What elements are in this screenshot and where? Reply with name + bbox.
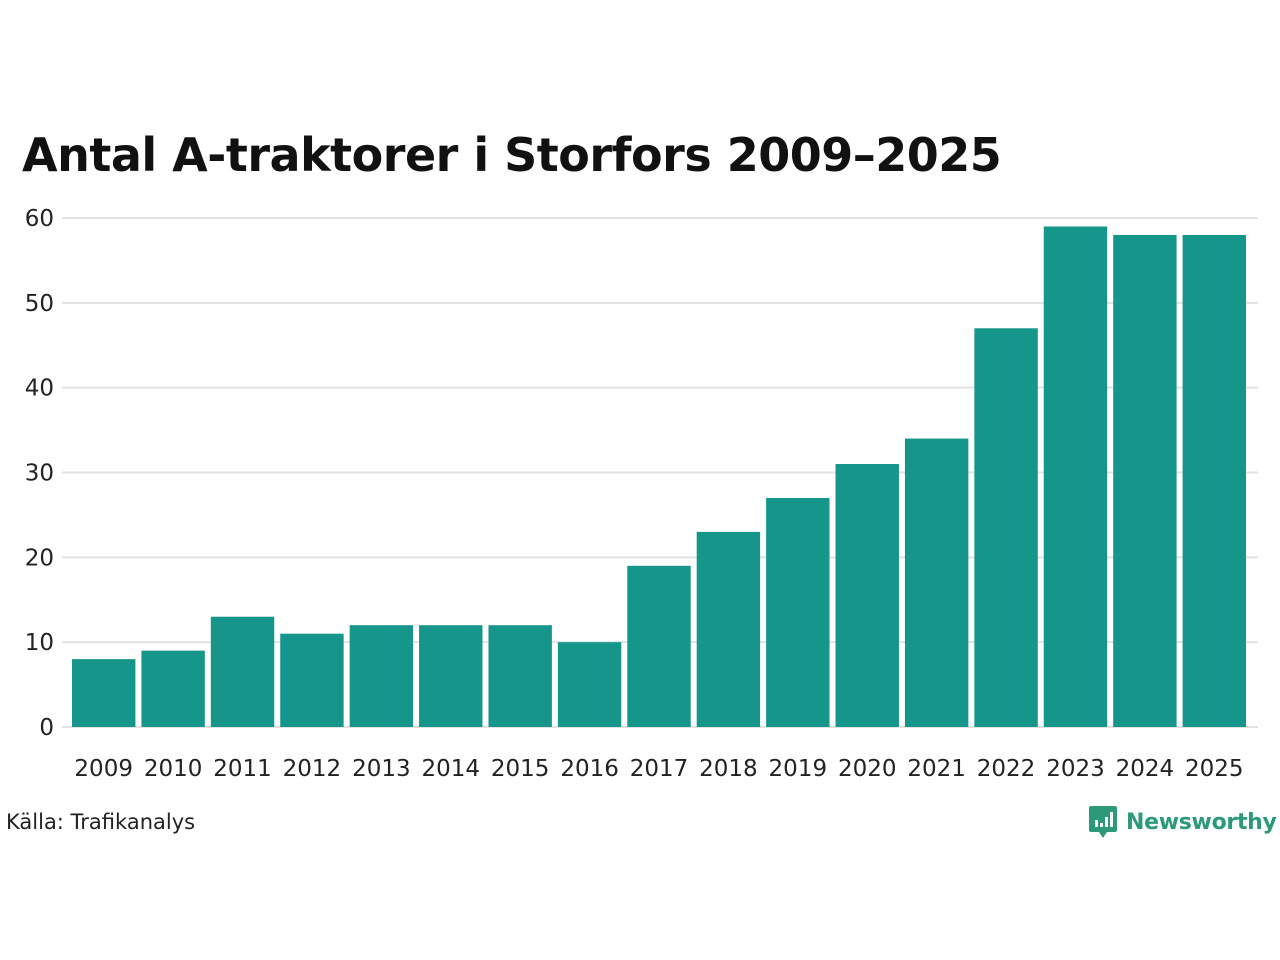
- x-tick-label: 2015: [491, 756, 550, 782]
- bar-2012: [280, 633, 344, 727]
- y-tick-label: 40: [25, 376, 54, 402]
- x-tick-label: 2010: [144, 756, 203, 782]
- x-tick-label: 2016: [560, 756, 619, 782]
- bar-2022: [974, 328, 1038, 727]
- bar-2020: [835, 464, 899, 727]
- x-tick-label: 2021: [907, 756, 966, 782]
- y-tick-label: 10: [25, 630, 54, 656]
- brand-name: Newsworthy: [1126, 809, 1277, 835]
- y-tick-label: 20: [25, 545, 54, 571]
- bar-2009: [72, 659, 136, 727]
- bar-2011: [210, 616, 275, 727]
- x-tick-label: 2012: [283, 756, 342, 782]
- source-note: Källa: Trafikanalys: [6, 810, 196, 834]
- y-tick-label: 60: [25, 206, 54, 232]
- bar-2017: [627, 565, 691, 727]
- x-tick-label: 2014: [421, 756, 480, 782]
- x-tick-label: 2018: [699, 756, 758, 782]
- x-axis-ticks: 2009 2010 2011 2012 2013 2014 2015 2016 2017 2018…: [74, 756, 1243, 782]
- x-tick-label: 2025: [1185, 756, 1244, 782]
- bar-2010: [141, 650, 205, 727]
- bar-2016: [557, 642, 622, 727]
- bar-2013: [349, 625, 414, 727]
- x-tick-label: 2011: [213, 756, 272, 782]
- x-tick-label: 2019: [769, 756, 828, 782]
- x-tick-label: 2024: [1116, 756, 1175, 782]
- bar-2023: [1043, 226, 1108, 727]
- bar-2015: [488, 625, 552, 727]
- y-tick-label: 0: [39, 715, 54, 741]
- y-axis-ticks: 0 10 20 30 40 50 60: [25, 206, 54, 741]
- bar-2021: [904, 438, 969, 727]
- x-tick-label: 2017: [630, 756, 689, 782]
- y-tick-label: 50: [25, 291, 54, 317]
- brand-logo: Newsworthy: [1088, 804, 1277, 840]
- bar-2014: [419, 625, 483, 727]
- bar-2025: [1182, 234, 1246, 727]
- bar-2019: [766, 497, 830, 727]
- x-tick-label: 2020: [838, 756, 897, 782]
- chart-title: Antal A-traktorer i Storfors 2009–2025: [22, 128, 1002, 182]
- bars: [72, 226, 1246, 727]
- x-tick-label: 2013: [352, 756, 411, 782]
- x-tick-label: 2022: [977, 756, 1036, 782]
- y-tick-label: 30: [25, 461, 54, 487]
- x-tick-label: 2009: [74, 756, 133, 782]
- bar-2024: [1113, 234, 1177, 727]
- bar-2018: [696, 531, 761, 727]
- x-tick-label: 2023: [1046, 756, 1105, 782]
- bar-chart-speech-bubble-icon: [1089, 806, 1117, 838]
